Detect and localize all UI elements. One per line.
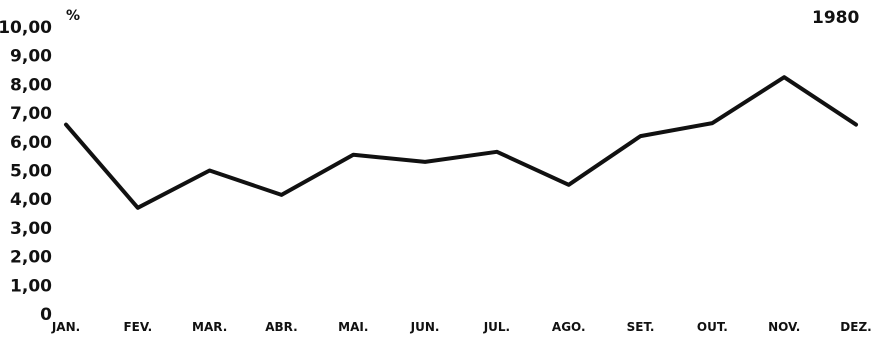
- y-tick-label: 8,00: [10, 75, 52, 95]
- x-tick-label: JUN.: [410, 320, 440, 334]
- y-tick-label: 3,00: [10, 219, 52, 239]
- y-tick-label: 1,00: [10, 276, 52, 296]
- x-tick-label: AGO.: [552, 320, 586, 334]
- y-tick-label: 7,00: [10, 104, 52, 124]
- y-axis-ticks: 0 1,00 2,00 3,00 4,00 5,00 6,00 7,00 8,00 9,00 10,…: [0, 18, 52, 325]
- x-tick-label: MAR.: [192, 320, 227, 334]
- x-tick-label: ABR.: [265, 320, 297, 334]
- x-tick-label: JAN.: [51, 320, 80, 334]
- y-tick-label: 9,00: [10, 47, 52, 67]
- x-tick-label: NOV.: [768, 320, 800, 334]
- series-line: [64, 75, 858, 210]
- year-label: 1980: [812, 8, 859, 28]
- y-tick-label: 5,00: [10, 162, 52, 182]
- x-axis-ticks: JAN. FEV. MAR. ABR. MAI. JUN. JUL. AGO. SET. OUT.…: [51, 320, 872, 334]
- x-tick-label: OUT.: [697, 320, 728, 334]
- y-tick-label: 2,00: [10, 248, 52, 268]
- x-tick-label: DEZ.: [840, 320, 871, 334]
- x-tick-label: JUL.: [483, 320, 510, 334]
- y-tick-label: 4,00: [10, 190, 52, 210]
- y-tick-label: 10,00: [0, 18, 52, 38]
- x-tick-label: FEV.: [123, 320, 152, 334]
- y-tick-label: 6,00: [10, 133, 52, 153]
- unit-label: %: [66, 8, 80, 24]
- y-tick-label: 0: [40, 305, 52, 325]
- x-tick-label: SET.: [627, 320, 655, 334]
- x-tick-label: MAI.: [338, 320, 368, 334]
